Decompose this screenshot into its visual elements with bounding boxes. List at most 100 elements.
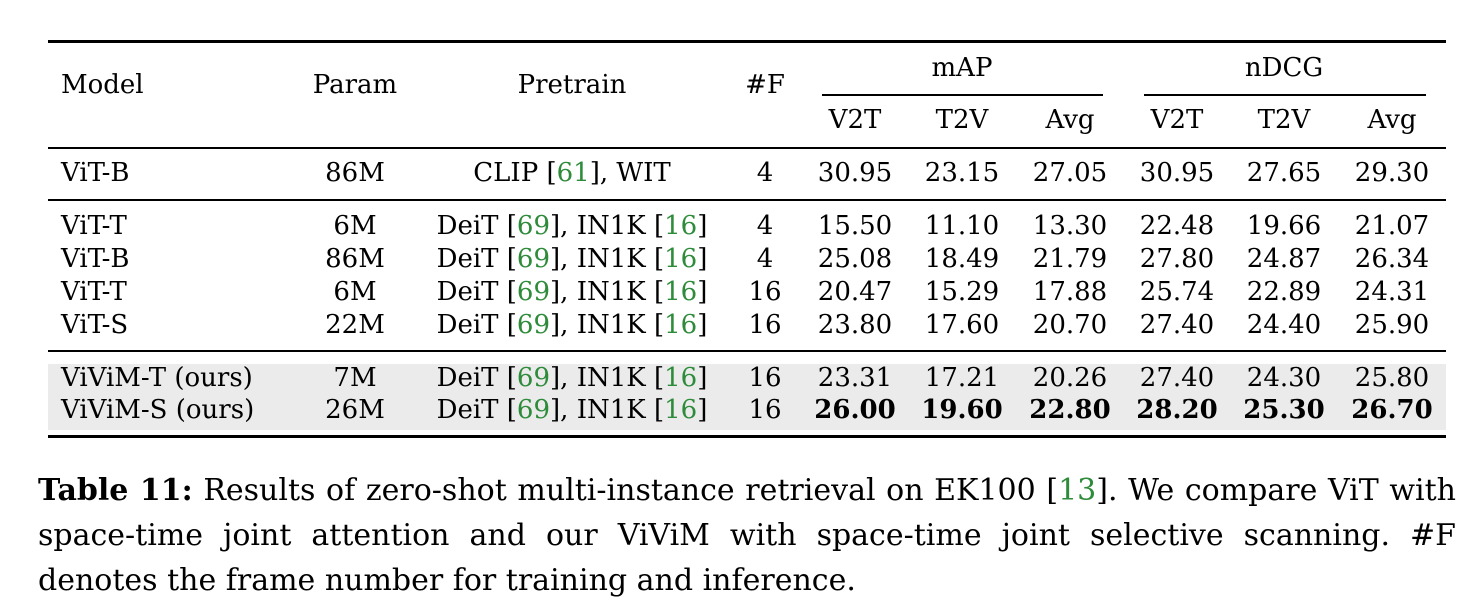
row-ndcg-avg: 26.70 xyxy=(1351,395,1433,425)
group-rule-2 xyxy=(48,350,1446,352)
row-model: ViT-B xyxy=(61,158,130,188)
row-map-t2v: 11.10 xyxy=(924,211,1000,241)
row-param: 86M xyxy=(325,244,385,274)
row-map-avg: 20.70 xyxy=(1032,310,1108,340)
row-frames: 16 xyxy=(748,277,782,307)
pretrain-dataset: IN1K xyxy=(576,310,646,340)
pretrain-citation[interactable]: 69 xyxy=(516,211,551,241)
pretrain-dataset-citation[interactable]: 16 xyxy=(664,363,698,393)
row-ndcg-avg: 24.31 xyxy=(1354,277,1430,307)
row-frames: 4 xyxy=(756,211,774,241)
row-ndcg-v2t: 28.20 xyxy=(1136,395,1218,425)
row-map-avg: 27.05 xyxy=(1032,158,1108,188)
row-ndcg-v2t: 27.80 xyxy=(1139,244,1215,274)
row-ndcg-v2t: 22.48 xyxy=(1139,211,1215,241)
pretrain-citation[interactable]: 69 xyxy=(516,244,551,274)
pretrain-citation[interactable]: 69 xyxy=(516,363,551,393)
caption-citation[interactable]: 13 xyxy=(1058,473,1097,508)
map-cmidrule xyxy=(822,94,1103,96)
row-map-avg: 20.26 xyxy=(1032,363,1108,393)
row-model: ViT-T xyxy=(61,211,127,241)
row-param: 22M xyxy=(325,310,385,340)
header-rule xyxy=(48,147,1446,149)
ndcg-cmidrule xyxy=(1144,94,1426,96)
header-pretrain: Pretrain xyxy=(517,70,627,100)
pretrain-dataset: IN1K xyxy=(576,211,646,241)
row-ndcg-t2v: 24.87 xyxy=(1246,244,1322,274)
row-map-t2v: 23.15 xyxy=(924,158,1000,188)
header-map: mAP xyxy=(931,53,993,83)
ours-highlight xyxy=(48,364,1446,430)
row-ndcg-t2v: 25.30 xyxy=(1243,395,1325,425)
row-ndcg-avg: 26.34 xyxy=(1354,244,1430,274)
row-ndcg-avg: 21.07 xyxy=(1354,211,1430,241)
pretrain-name: DeiT xyxy=(436,310,499,340)
header-map-v2t: V2T xyxy=(828,105,882,135)
top-rule xyxy=(48,40,1446,43)
row-frames: 4 xyxy=(756,158,774,188)
row-pretrain: DeiT [69], IN1K [16] xyxy=(436,395,708,425)
row-ndcg-avg: 25.80 xyxy=(1354,363,1430,393)
row-map-t2v: 15.29 xyxy=(924,277,1000,307)
pretrain-citation[interactable]: 69 xyxy=(516,395,551,425)
header-ndcg-v2t: V2T xyxy=(1150,105,1204,135)
pretrain-name: DeiT xyxy=(436,277,499,307)
header-frames: #F xyxy=(745,70,785,100)
row-frames: 16 xyxy=(748,395,782,425)
row-frames: 16 xyxy=(748,363,782,393)
pretrain-dataset-citation[interactable]: 16 xyxy=(664,395,698,425)
pretrain-dataset: WIT xyxy=(616,158,671,188)
row-map-v2t: 26.00 xyxy=(814,395,896,425)
pretrain-dataset-citation[interactable]: 16 xyxy=(664,244,698,274)
row-model: ViViM-T (ours) xyxy=(61,363,253,393)
caption-text-1: Results of zero-shot multi-instance retr… xyxy=(192,473,1059,508)
row-map-v2t: 23.31 xyxy=(817,363,893,393)
pretrain-name: DeiT xyxy=(436,244,499,274)
row-ndcg-avg: 29.30 xyxy=(1354,158,1430,188)
row-ndcg-v2t: 27.40 xyxy=(1139,363,1215,393)
group-rule-1 xyxy=(48,199,1446,201)
row-param: 7M xyxy=(333,363,377,393)
row-model: ViT-T xyxy=(61,277,127,307)
row-frames: 16 xyxy=(748,310,782,340)
bottom-rule xyxy=(48,435,1446,438)
row-map-avg: 21.79 xyxy=(1032,244,1108,274)
header-map-t2v: T2V xyxy=(935,105,989,135)
row-map-t2v: 17.60 xyxy=(924,310,1000,340)
row-param: 26M xyxy=(325,395,385,425)
row-param: 6M xyxy=(333,211,377,241)
row-pretrain: DeiT [69], IN1K [16] xyxy=(436,310,708,340)
row-ndcg-t2v: 24.40 xyxy=(1246,310,1322,340)
pretrain-citation[interactable]: 61 xyxy=(556,158,590,188)
pretrain-dataset-citation[interactable]: 16 xyxy=(664,310,698,340)
row-map-v2t: 20.47 xyxy=(817,277,893,307)
pretrain-dataset: IN1K xyxy=(576,244,646,274)
row-pretrain: DeiT [69], IN1K [16] xyxy=(436,244,708,274)
pretrain-citation[interactable]: 69 xyxy=(516,277,551,307)
row-map-avg: 13.30 xyxy=(1032,211,1108,241)
pretrain-dataset: IN1K xyxy=(576,277,646,307)
row-map-t2v: 18.49 xyxy=(924,244,1000,274)
pretrain-dataset-citation[interactable]: 16 xyxy=(664,211,698,241)
row-pretrain: CLIP [61], WIT xyxy=(473,158,671,188)
row-param: 6M xyxy=(333,277,377,307)
caption-label: Table 11: xyxy=(38,473,193,508)
row-ndcg-v2t: 27.40 xyxy=(1139,310,1215,340)
pretrain-dataset: IN1K xyxy=(576,395,646,425)
pretrain-dataset-citation[interactable]: 16 xyxy=(664,277,698,307)
row-map-t2v: 19.60 xyxy=(921,395,1003,425)
header-ndcg-t2v: T2V xyxy=(1257,105,1311,135)
pretrain-name: DeiT xyxy=(436,211,499,241)
row-map-avg: 22.80 xyxy=(1029,395,1111,425)
row-model: ViT-B xyxy=(61,244,130,274)
header-map-avg: Avg xyxy=(1045,105,1095,135)
row-ndcg-v2t: 25.74 xyxy=(1139,277,1215,307)
pretrain-citation[interactable]: 69 xyxy=(516,310,551,340)
row-ndcg-avg: 25.90 xyxy=(1354,310,1430,340)
pretrain-name: DeiT xyxy=(436,363,499,393)
header-model: Model xyxy=(61,70,144,100)
row-map-v2t: 30.95 xyxy=(817,158,893,188)
row-map-v2t: 25.08 xyxy=(817,244,893,274)
pretrain-name: DeiT xyxy=(436,395,499,425)
header-ndcg: nDCG xyxy=(1244,53,1324,83)
